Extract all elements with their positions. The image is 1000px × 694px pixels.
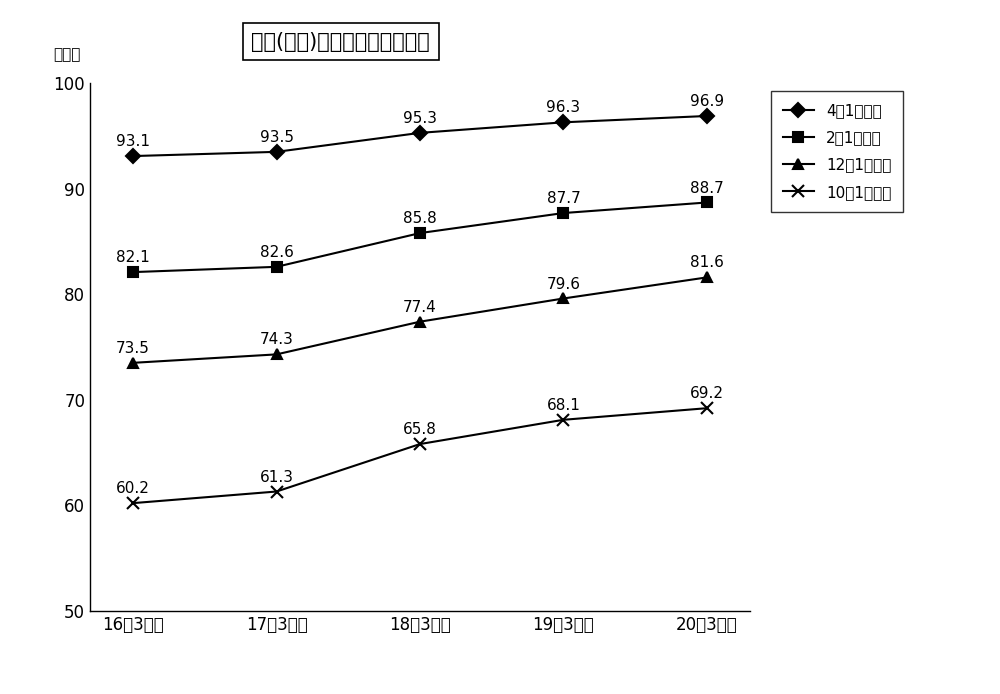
Text: 60.2: 60.2 bbox=[116, 481, 150, 496]
10月1日現在 bbox=[557, 416, 569, 424]
2月1日現在 bbox=[127, 268, 139, 276]
10月1日現在 bbox=[701, 404, 713, 412]
10月1日現在 bbox=[127, 499, 139, 507]
Text: 93.1: 93.1 bbox=[116, 134, 150, 149]
Text: 82.1: 82.1 bbox=[116, 250, 150, 265]
2月1日現在 bbox=[701, 198, 713, 207]
4月1日現在 bbox=[701, 112, 713, 120]
Text: （％）: （％） bbox=[54, 47, 81, 62]
Line: 10月1日現在: 10月1日現在 bbox=[127, 403, 713, 509]
Text: 96.3: 96.3 bbox=[546, 101, 581, 115]
2月1日現在 bbox=[271, 262, 283, 271]
Line: 12月1日現在: 12月1日現在 bbox=[128, 273, 712, 368]
Text: 87.7: 87.7 bbox=[547, 191, 580, 206]
4月1日現在 bbox=[557, 118, 569, 126]
4月1日現在 bbox=[271, 148, 283, 156]
4月1日現在 bbox=[414, 128, 426, 137]
Text: 69.2: 69.2 bbox=[690, 387, 724, 401]
Text: 77.4: 77.4 bbox=[403, 300, 437, 315]
Text: 就職(内定)率の推移　（大学）: 就職(内定)率の推移 （大学） bbox=[251, 32, 430, 51]
Text: 81.6: 81.6 bbox=[690, 255, 724, 271]
2月1日現在 bbox=[557, 209, 569, 217]
Line: 4月1日現在: 4月1日現在 bbox=[128, 111, 712, 161]
Line: 2月1日現在: 2月1日現在 bbox=[128, 198, 712, 277]
Text: 95.3: 95.3 bbox=[403, 111, 437, 126]
Text: 96.9: 96.9 bbox=[690, 94, 724, 109]
Legend: 4月1日現在, 2月1日現在, 12月1日現在, 10月1日現在: 4月1日現在, 2月1日現在, 12月1日現在, 10月1日現在 bbox=[771, 91, 903, 212]
4月1日現在 bbox=[127, 152, 139, 160]
2月1日現在 bbox=[414, 229, 426, 237]
Text: 79.6: 79.6 bbox=[546, 276, 580, 291]
10月1日現在 bbox=[271, 487, 283, 496]
Text: 82.6: 82.6 bbox=[260, 245, 293, 260]
Text: 73.5: 73.5 bbox=[116, 341, 150, 356]
12月1日現在 bbox=[414, 318, 426, 326]
Text: 88.7: 88.7 bbox=[690, 180, 724, 196]
12月1日現在 bbox=[271, 350, 283, 359]
Text: 65.8: 65.8 bbox=[403, 422, 437, 437]
Text: 85.8: 85.8 bbox=[403, 211, 437, 226]
Text: 68.1: 68.1 bbox=[547, 398, 580, 413]
Text: 93.5: 93.5 bbox=[260, 130, 294, 145]
12月1日現在 bbox=[127, 359, 139, 367]
12月1日現在 bbox=[701, 273, 713, 282]
Text: 74.3: 74.3 bbox=[260, 332, 293, 348]
12月1日現在 bbox=[557, 294, 569, 303]
Text: 61.3: 61.3 bbox=[260, 470, 294, 484]
10月1日現在 bbox=[414, 440, 426, 448]
